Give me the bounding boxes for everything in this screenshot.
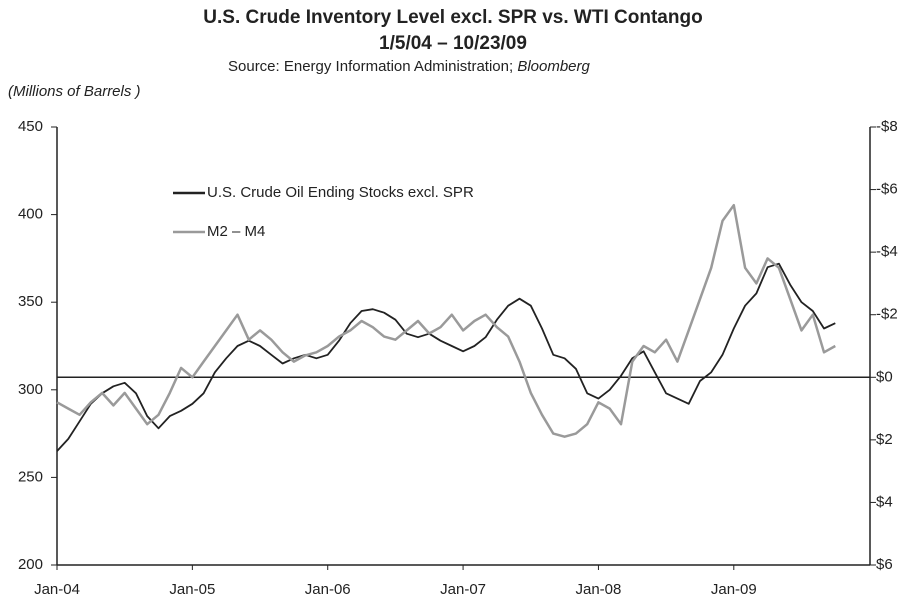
legend-label: U.S. Crude Oil Ending Stocks excl. SPR [207,184,474,201]
y2-tick-label: $6 [876,556,893,573]
subtitle: Source: Energy Information Administratio… [228,58,591,75]
y-tick-label: 450 [18,118,43,135]
legend-label: M2 – M4 [207,223,265,240]
x-tick-label: Jan-05 [169,581,215,598]
y2-tick-label: -$6 [876,181,898,198]
y-axis-label: (Millions of Barrels ) [8,83,141,100]
subtitle-text: Source: Energy Information Administratio… [228,58,513,75]
y2-tick-label: $0 [876,368,893,385]
x-tick-label: Jan-04 [34,581,80,598]
y-tick-label: 300 [18,381,43,398]
y2-tick-label: -$8 [876,118,898,135]
x-tick-label: Jan-08 [576,581,622,598]
x-tick-label: Jan-06 [305,581,351,598]
subtitle-italic: Bloomberg [517,58,590,75]
y-tick-label: 250 [18,468,43,485]
chart-title: U.S. Crude Inventory Level excl. SPR vs.… [203,7,702,28]
series-line [56,262,836,452]
x-tick-label: Jan-07 [440,581,486,598]
y-tick-label: 200 [18,556,43,573]
y2-tick-label: -$2 [876,306,898,323]
y2-tick-label: $4 [876,493,893,510]
x-tick-label: Jan-09 [711,581,757,598]
y-tick-label: 400 [18,206,43,223]
y-tick-label: 350 [18,293,43,310]
series-line [56,203,836,438]
y2-tick-label: -$4 [876,243,898,260]
chart-title-line2: 1/5/04 – 10/23/09 [379,33,527,54]
y2-tick-label: $2 [876,431,893,448]
